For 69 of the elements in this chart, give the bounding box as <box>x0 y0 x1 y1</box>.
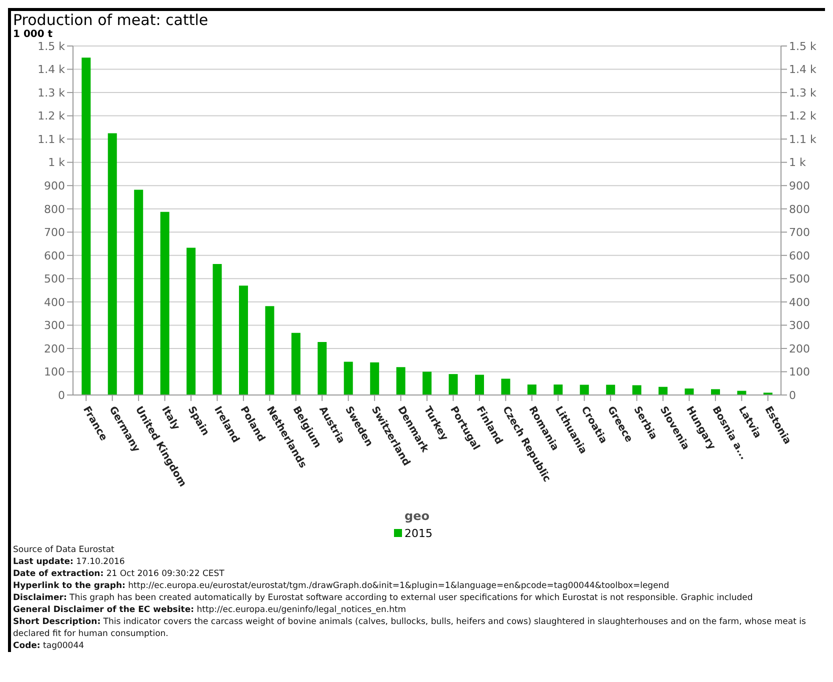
y2-tick-label: 700 <box>789 226 810 240</box>
y-tick-label: 1.3 k <box>38 86 66 100</box>
text: Last update: 17.10.2016 <box>13 556 126 568</box>
y2-tick-label: 600 <box>789 249 810 262</box>
y-tick-label: 0 <box>58 388 65 402</box>
source-note: Source of Data Eurostat <box>13 544 116 556</box>
legend-title: geo <box>404 509 430 523</box>
y2-tick-label: 1.5 k <box>789 40 817 53</box>
bar <box>422 372 432 395</box>
bar <box>448 374 458 395</box>
bar <box>606 384 616 395</box>
text: Date of extraction: 21 Oct 2016 09:30:22 CEST <box>13 568 226 580</box>
bar <box>108 133 117 395</box>
bar <box>82 58 91 395</box>
bar <box>501 378 510 395</box>
bar <box>710 389 720 395</box>
text: Hyperlink to the graph: http://ec.europa.eu/eurostat/eurostat/tgm./drawGraph.do&init=1&plugin=1&language=en&pcode=tag00044&toolbox=legend <box>13 580 670 592</box>
bar <box>318 342 327 395</box>
y-tick-label: 400 <box>44 296 65 309</box>
text: Short Description: This indicator covers the carcass weight of bovine animals (calves, bullocks, bulls, heifers and cows) slaughtered in slaughterhouses and on the farm, whose meat is declared fit for human consumption. <box>13 616 807 640</box>
text: Code: tag00044 <box>13 640 86 652</box>
y2-tick-label: 900 <box>789 180 810 193</box>
y-tick-label: 500 <box>44 272 65 286</box>
y-tick-label: 800 <box>44 202 65 216</box>
text: General Disclaimer of the EC website: http://ec.europa.eu/geninfo/legal_notices_en.htm <box>13 604 408 616</box>
bar <box>474 374 484 395</box>
y-tick-label: 1.5 k <box>38 40 66 53</box>
bar <box>658 386 668 395</box>
y-axis-title: 1 000 t <box>12 29 54 40</box>
bar <box>527 384 536 395</box>
bar <box>160 212 170 395</box>
y2-tick-label: 800 <box>789 202 810 216</box>
y2-tick-label: 1.2 k <box>789 110 817 123</box>
text: Disclaimer: This graph has been created automatically by Eurostat software according to external user specifications for which Eurostat is not responsible. Graphic included <box>13 592 754 604</box>
bar <box>134 190 144 395</box>
y-tick-label: 900 <box>44 180 65 193</box>
y2-tick-label: 200 <box>789 342 810 356</box>
legend-label: 2015 <box>404 527 432 540</box>
y-tick-label: 1.1 k <box>38 132 66 146</box>
y2-tick-label: 500 <box>789 272 810 286</box>
y2-tick-label: 1 k <box>789 156 806 170</box>
y-tick-label: 1.2 k <box>38 110 66 123</box>
y-tick-label: 700 <box>44 226 65 240</box>
y2-tick-label: 1.1 k <box>789 132 817 146</box>
bar <box>212 264 222 395</box>
y-tick-label: 300 <box>44 319 65 332</box>
y-tick-label: 1 k <box>48 156 66 170</box>
y-tick-label: 100 <box>44 366 65 379</box>
bar <box>291 332 300 395</box>
bar <box>554 384 563 395</box>
y2-tick-label: 0 <box>789 388 796 402</box>
bar <box>632 385 642 395</box>
chart-title: Production of meat: cattle <box>12 11 210 29</box>
bar <box>344 362 353 395</box>
bar <box>238 286 248 395</box>
y-tick-label: 200 <box>44 342 65 356</box>
bar <box>370 362 380 395</box>
bar <box>580 384 589 395</box>
bar <box>396 367 406 395</box>
bar <box>186 248 196 395</box>
y2-tick-label: 100 <box>789 366 810 379</box>
y2-tick-label: 1.4 k <box>789 63 817 76</box>
y-tick-label: 600 <box>44 249 65 262</box>
bar <box>265 306 274 395</box>
y2-tick-label: 300 <box>789 319 810 332</box>
bar <box>684 388 694 395</box>
y2-tick-label: 1.3 k <box>789 86 817 100</box>
y-tick-label: 1.4 k <box>38 63 66 76</box>
y2-tick-label: 400 <box>789 296 810 309</box>
